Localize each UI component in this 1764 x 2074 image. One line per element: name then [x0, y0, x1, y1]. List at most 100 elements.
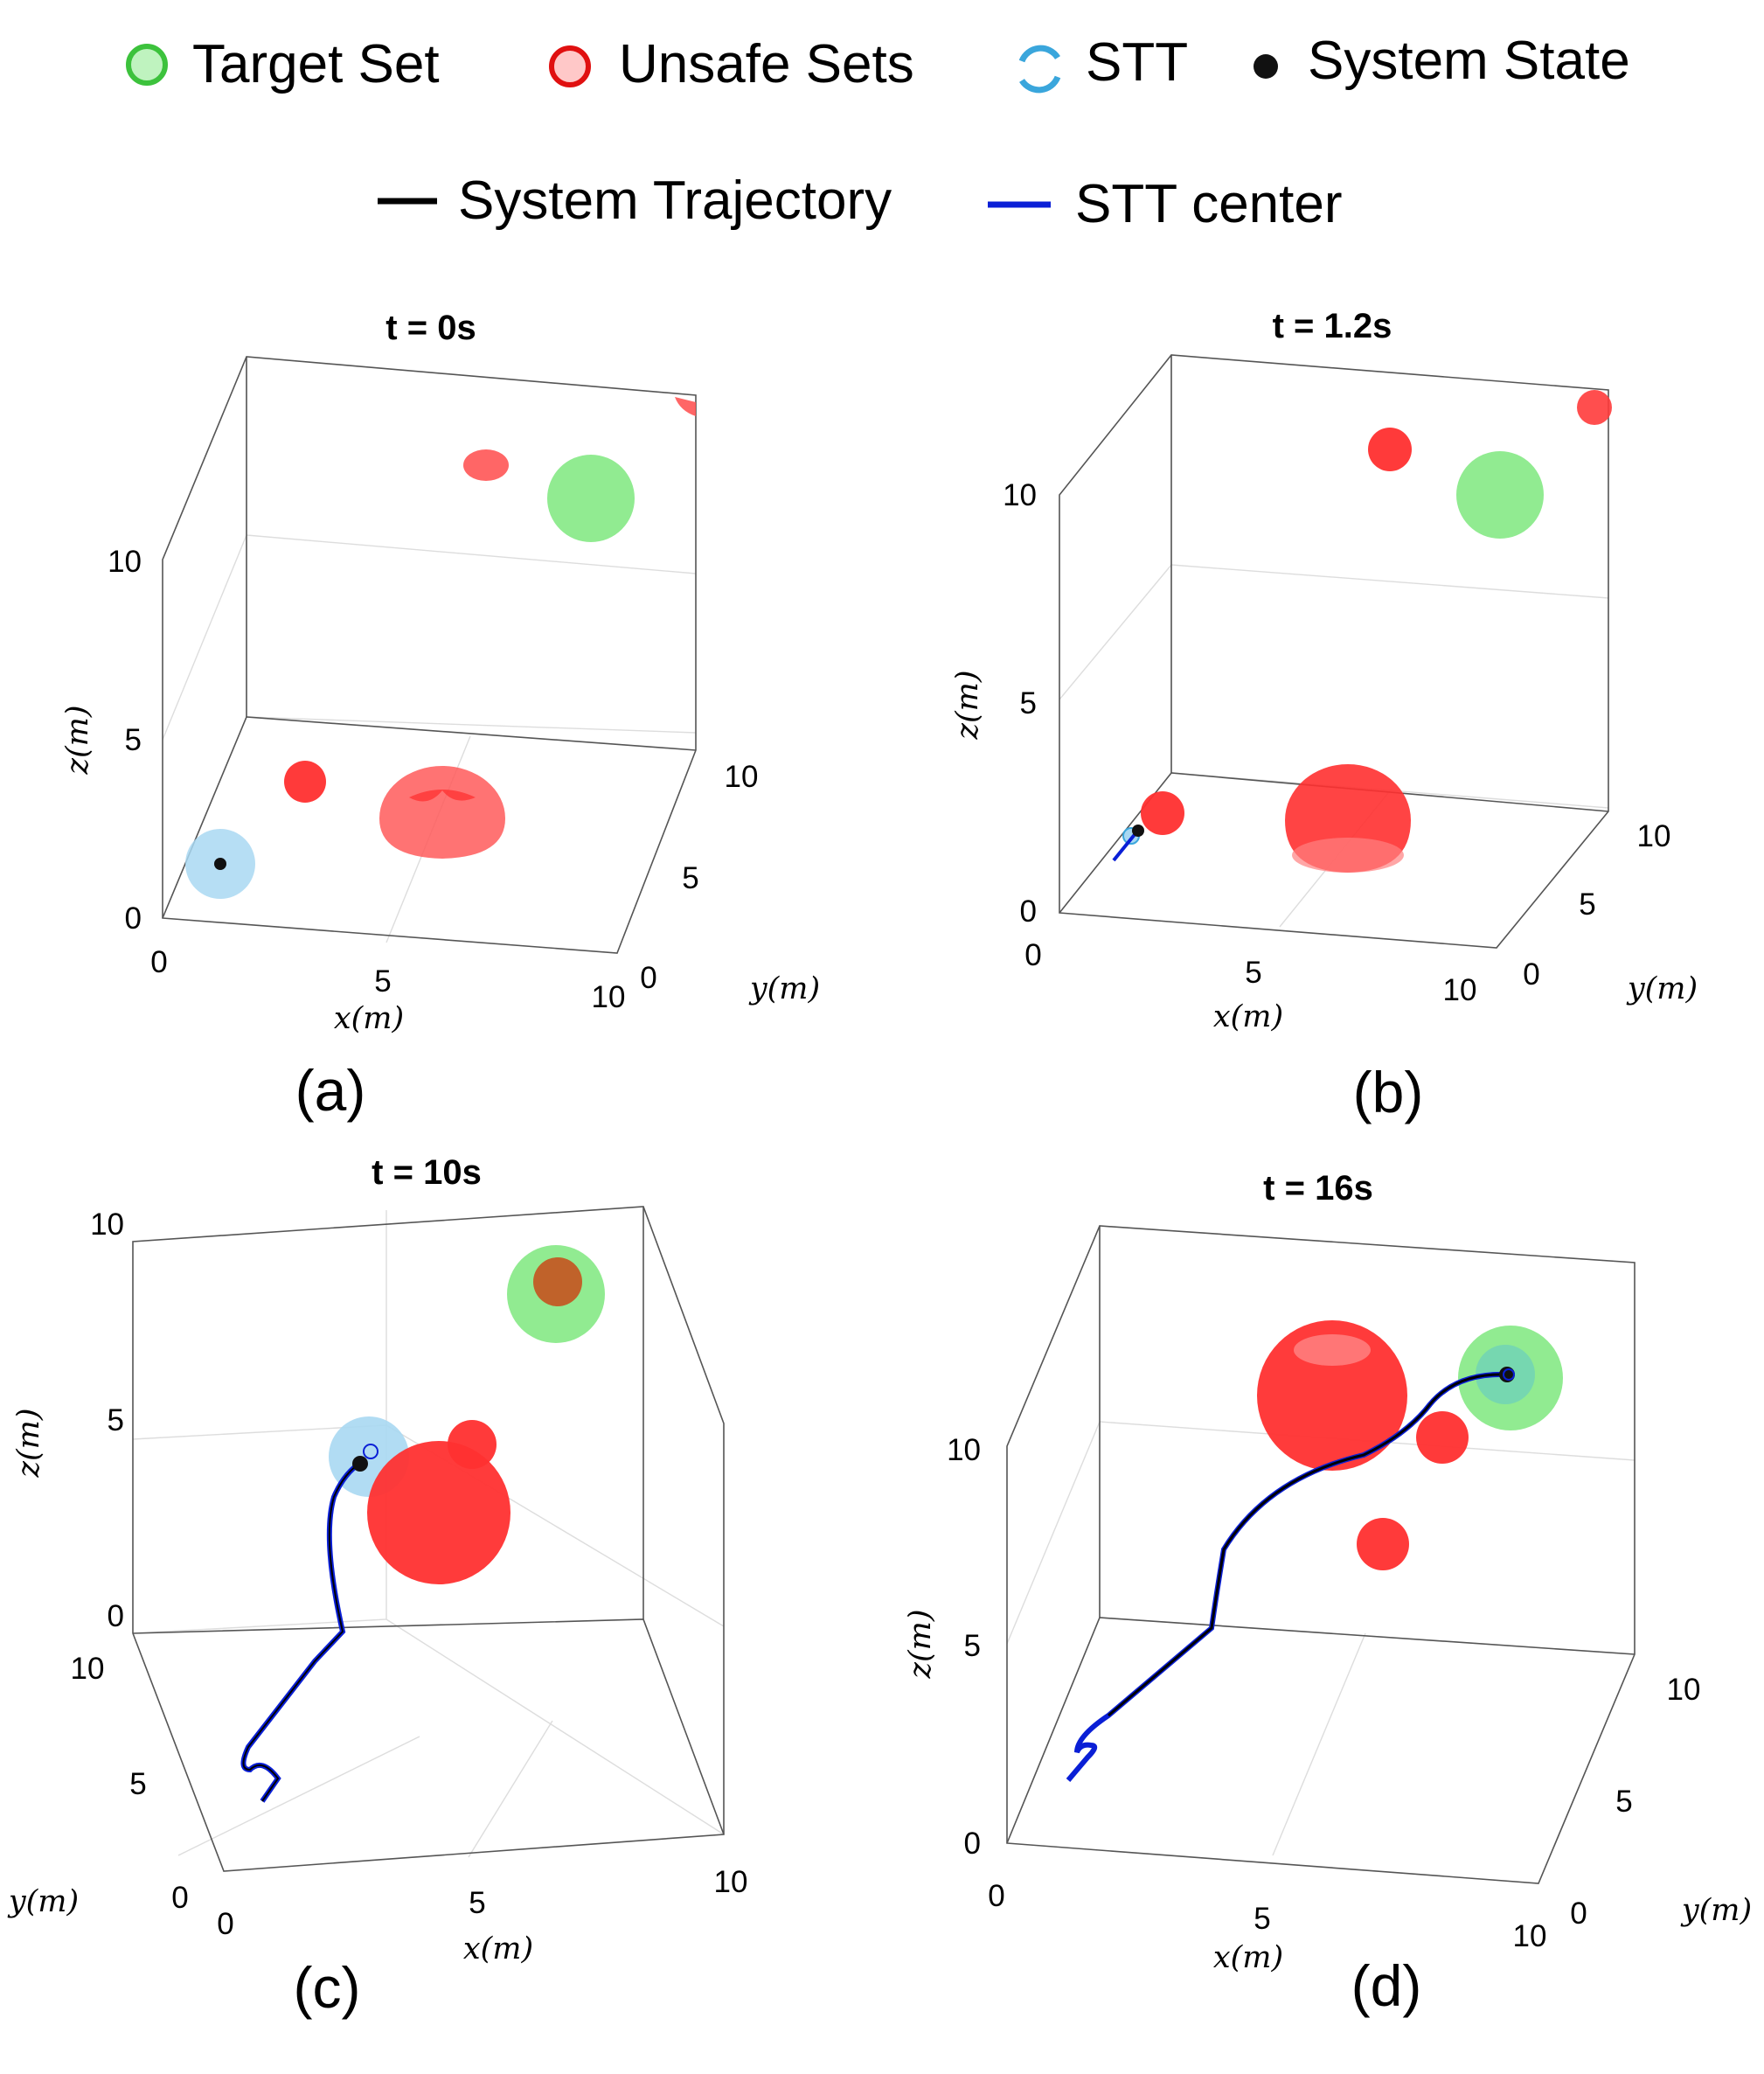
stt-marker [1018, 45, 1060, 63]
panel-d-y-tick: 0 [1570, 1897, 1587, 1931]
stt-center [1503, 1368, 1515, 1381]
legend-label-center: STT center [1075, 174, 1343, 234]
system-state [352, 1456, 368, 1472]
panel-b-x-tick: 10 [1443, 973, 1477, 1007]
stt-center [363, 1444, 378, 1459]
panel-d-zlabel: z(m) [903, 1610, 938, 1680]
system-state [214, 858, 226, 870]
panel-c-y-tick: 10 [71, 1652, 105, 1686]
panel-a-y-tick: 0 [640, 961, 656, 995]
panel-d-z-tick: 5 [964, 1629, 981, 1663]
panel-c-xlabel: x(m) [463, 1931, 533, 1966]
trajectory [1112, 831, 1138, 862]
unsafe-set [1577, 390, 1612, 425]
panel-b-z-tick: 10 [1003, 478, 1037, 512]
legend-item-center: STT center [988, 174, 1343, 234]
legend-label-stt: STT [1086, 32, 1188, 93]
panel-b-title: t = 1.2s [1273, 307, 1392, 345]
panel-b-z-tick: 0 [1020, 894, 1037, 929]
legend-label-state: System State [1308, 31, 1630, 91]
panel-a-x-tick: 10 [592, 980, 626, 1014]
panel-c-x-tick: 0 [217, 1907, 233, 1941]
panel-c-y-tick: 0 [171, 1881, 188, 1915]
system-state [1132, 825, 1144, 837]
panel-c-x-tick: 10 [714, 1865, 748, 1899]
panel-d-title: t = 16s [1263, 1169, 1373, 1208]
panel-d-z-tick: 0 [964, 1827, 981, 1861]
unsafe-set [463, 449, 509, 481]
panel-c-x-tick: 5 [469, 1886, 485, 1920]
panel-d-x-tick: 5 [1254, 1902, 1270, 1936]
panel-d-y-tick: 10 [1667, 1673, 1701, 1707]
unsafe-set [1416, 1411, 1469, 1464]
unsafe-set [1368, 428, 1412, 471]
panel-a-y-tick: 5 [682, 861, 698, 895]
legend-item-trajectory: System Trajectory [378, 171, 892, 231]
legend-item-target: Target Set [126, 34, 440, 94]
panel-d: t = 16s 0 5 10 0 5 [903, 1169, 1752, 2018]
system-state-marker [1254, 54, 1278, 79]
panel-c-ticks: 0 5 10 0 5 10 0 5 10 [71, 1208, 748, 1941]
panel-a-sets [185, 397, 696, 899]
legend-label-trajectory: System Trajectory [458, 171, 892, 231]
panel-c-z-tick: 0 [108, 1599, 124, 1633]
target-set-marker [126, 44, 168, 86]
panel-b: t = 1.2s 0 5 10 0 5 [950, 307, 1698, 1124]
unsafe-set [1357, 1518, 1409, 1570]
panel-b-ticks: 0 5 10 0 5 10 0 5 10 [1003, 478, 1670, 1007]
legend-item-unsafe: Unsafe Sets [549, 34, 914, 94]
panel-a-x-tick: 5 [374, 964, 391, 999]
panel-a-x-tick: 0 [150, 945, 167, 979]
panel-b-y-tick: 10 [1637, 819, 1671, 853]
unsafe-set [675, 397, 696, 416]
panel-a-ylabel: y(m) [748, 971, 820, 1006]
panel-c: t = 10s 0 5 10 0 5 [7, 1153, 748, 2020]
unsafe-set-marker [549, 45, 591, 87]
unsafe-set [1257, 1320, 1407, 1471]
panel-b-zlabel: z(m) [950, 671, 985, 741]
panel-a-z-tick: 10 [108, 545, 142, 579]
unsafe-set [1141, 791, 1184, 835]
panel-b-x-tick: 5 [1245, 956, 1261, 990]
legend-label-unsafe: Unsafe Sets [619, 34, 914, 94]
target-set [1456, 451, 1544, 539]
panel-b-sets [1112, 390, 1612, 873]
panel-d-ylabel: y(m) [1680, 1893, 1752, 1928]
legend-label-target: Target Set [192, 34, 440, 94]
panel-d-ticks: 0 5 10 0 5 10 0 5 10 [947, 1433, 1700, 1953]
legend: Target Set Unsafe Sets STT System State … [126, 31, 1630, 234]
panel-c-ylabel: y(m) [7, 1884, 79, 1919]
legend-item-state: System State [1254, 31, 1630, 91]
panel-a: t = 0s 0 5 10 0 5 10 [60, 309, 820, 1123]
panel-b-xlabel: x(m) [1213, 999, 1283, 1034]
panel-c-zlabel: z(m) [11, 1409, 46, 1479]
panel-a-z-tick: 5 [125, 723, 142, 757]
panel-a-y-tick: 10 [725, 760, 759, 794]
panel-d-y-tick: 5 [1615, 1785, 1632, 1819]
panel-a-zlabel: z(m) [60, 706, 95, 776]
panel-b-z-tick: 5 [1020, 686, 1037, 720]
panel-a-label: (a) [295, 1058, 366, 1123]
panel-d-x-tick: 0 [988, 1879, 1004, 1913]
legend-item-stt: STT [1018, 32, 1188, 94]
panel-b-ylabel: y(m) [1626, 971, 1698, 1006]
panel-c-y-tick: 5 [129, 1767, 146, 1801]
panel-d-xlabel: x(m) [1213, 1940, 1283, 1975]
unsafe-set [367, 1441, 510, 1584]
target-set [547, 455, 635, 542]
panel-a-z-tick: 0 [125, 901, 142, 936]
panel-c-z-tick: 5 [108, 1403, 124, 1437]
panel-c-title: t = 10s [372, 1153, 482, 1192]
panel-b-y-tick: 0 [1523, 957, 1539, 992]
panel-d-x-tick: 10 [1513, 1919, 1547, 1953]
panel-c-label: (c) [294, 1955, 361, 2020]
panel-a-xlabel: x(m) [334, 1001, 404, 1036]
panel-b-label: (b) [1353, 1060, 1424, 1124]
panel-c-sets [240, 1245, 605, 1803]
unsafe-set [284, 761, 326, 803]
unsafe-set [379, 766, 505, 859]
panel-d-z-tick: 10 [947, 1433, 981, 1467]
panel-a-ticks: 0 5 10 0 5 10 0 5 10 [108, 545, 758, 1014]
panel-a-title: t = 0s [385, 309, 476, 347]
